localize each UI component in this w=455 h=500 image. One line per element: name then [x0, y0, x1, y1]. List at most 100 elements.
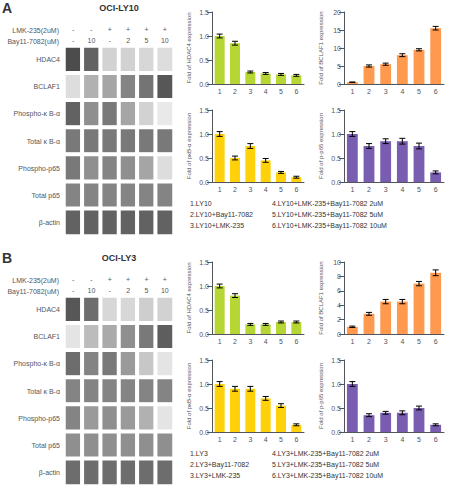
svg-text:1: 1 [218, 88, 222, 95]
svg-text:-: - [109, 37, 112, 44]
svg-text:2: 2 [367, 436, 371, 443]
svg-text:1.5: 1.5 [199, 107, 209, 114]
svg-text:10: 10 [88, 287, 96, 294]
svg-text:Fold of HDAC4 expression: Fold of HDAC4 expression [186, 12, 192, 83]
svg-text:+: + [108, 26, 112, 33]
svg-text:3: 3 [384, 88, 388, 95]
svg-text:+: + [144, 276, 148, 283]
svg-text:Fold of p-p65 expression: Fold of p-p65 expression [318, 113, 324, 179]
svg-text:4: 4 [400, 88, 404, 95]
svg-text:1.5: 1.5 [199, 9, 209, 16]
svg-text:4: 4 [400, 436, 404, 443]
svg-text:5: 5 [337, 63, 341, 70]
svg-text:Fold of BCLAF1 expression: Fold of BCLAF1 expression [318, 261, 324, 334]
svg-text:β-actin: β-actin [39, 469, 60, 477]
svg-text:10: 10 [161, 287, 169, 294]
svg-text:Bay11-7082(uM): Bay11-7082(uM) [7, 38, 59, 46]
svg-text:5: 5 [279, 88, 283, 95]
svg-text:Fold of p-p65 expression: Fold of p-p65 expression [318, 363, 324, 429]
svg-text:+: + [163, 26, 167, 33]
svg-text:3: 3 [248, 186, 252, 193]
svg-text:1.0: 1.0 [199, 131, 209, 138]
svg-text:OCI-LY3: OCI-LY3 [102, 253, 137, 263]
svg-text:+: + [126, 26, 130, 33]
svg-text:3: 3 [384, 338, 388, 345]
svg-text:2: 2 [233, 338, 237, 345]
svg-text:B: B [2, 250, 12, 266]
svg-text:3: 3 [384, 186, 388, 193]
svg-text:6: 6 [294, 436, 298, 443]
svg-text:0.5: 0.5 [199, 307, 209, 314]
svg-text:5: 5 [417, 436, 421, 443]
svg-text:4: 4 [264, 186, 268, 193]
svg-text:5: 5 [417, 186, 421, 193]
svg-text:2: 2 [233, 436, 237, 443]
svg-text:2: 2 [337, 316, 341, 323]
svg-text:1.0: 1.0 [331, 381, 341, 388]
svg-text:4: 4 [264, 338, 268, 345]
svg-text:-: - [72, 26, 75, 33]
svg-text:15: 15 [333, 27, 341, 34]
svg-text:2: 2 [367, 88, 371, 95]
svg-text:1.5: 1.5 [331, 357, 341, 364]
svg-text:6: 6 [294, 186, 298, 193]
svg-text:LMK-235(2uM): LMK-235(2uM) [12, 277, 59, 285]
svg-text:4: 4 [400, 186, 404, 193]
svg-text:0.5: 0.5 [199, 57, 209, 64]
svg-text:Phospho-p65: Phospho-p65 [18, 415, 60, 423]
svg-text:HDAC4: HDAC4 [36, 306, 60, 313]
svg-text:2: 2 [126, 37, 130, 44]
svg-text:4.LY10+LMK-235+Bay11-7082 2uM: 4.LY10+LMK-235+Bay11-7082 2uM [272, 200, 383, 208]
svg-text:1: 1 [218, 338, 222, 345]
svg-text:+: + [108, 276, 112, 283]
svg-text:3: 3 [384, 436, 388, 443]
svg-text:Bay11-7082(uM): Bay11-7082(uM) [7, 288, 59, 296]
svg-text:0.0: 0.0 [331, 179, 341, 186]
svg-text:-: - [109, 287, 112, 294]
svg-text:6: 6 [434, 436, 438, 443]
svg-text:0: 0 [337, 331, 341, 338]
svg-text:1: 1 [218, 186, 222, 193]
svg-text:3.LY10+LMK-235: 3.LY10+LMK-235 [190, 222, 244, 229]
svg-text:1.LY3: 1.LY3 [190, 450, 208, 457]
svg-text:-: - [72, 287, 75, 294]
svg-text:6: 6 [294, 338, 298, 345]
svg-text:0: 0 [337, 81, 341, 88]
svg-text:3.LY3+LMK-235: 3.LY3+LMK-235 [190, 472, 240, 479]
svg-text:0.5: 0.5 [331, 155, 341, 162]
svg-text:3: 3 [248, 88, 252, 95]
svg-text:2: 2 [367, 186, 371, 193]
svg-text:2.LY10+Bay11-7082: 2.LY10+Bay11-7082 [190, 211, 253, 219]
svg-text:1.LY10: 1.LY10 [190, 200, 212, 207]
svg-text:10: 10 [333, 259, 341, 266]
svg-text:+: + [163, 276, 167, 283]
svg-text:10: 10 [88, 37, 96, 44]
svg-text:+: + [126, 276, 130, 283]
svg-text:-: - [90, 276, 93, 283]
svg-text:Phospho-p65: Phospho-p65 [18, 165, 60, 173]
svg-text:10: 10 [333, 45, 341, 52]
svg-text:BCLAF1: BCLAF1 [34, 83, 61, 90]
svg-text:3: 3 [248, 338, 252, 345]
svg-text:5.LY10+LMK-235+Bay11-7082 5uM: 5.LY10+LMK-235+Bay11-7082 5uM [272, 211, 383, 219]
svg-text:-: - [72, 276, 75, 283]
svg-text:β-actin: β-actin [39, 219, 60, 227]
svg-text:Fold of HDAC4 expression: Fold of HDAC4 expression [186, 262, 192, 333]
svg-text:5: 5 [279, 186, 283, 193]
svg-text:5: 5 [279, 436, 283, 443]
svg-text:1.0: 1.0 [331, 131, 341, 138]
svg-text:Total p65: Total p65 [32, 442, 61, 450]
svg-text:5: 5 [417, 88, 421, 95]
svg-text:2.LY3+Bay11-7082: 2.LY3+Bay11-7082 [190, 461, 249, 469]
svg-text:4: 4 [264, 436, 268, 443]
svg-text:Fold of pκB-α expression: Fold of pκB-α expression [186, 113, 192, 180]
svg-text:0.0: 0.0 [199, 81, 209, 88]
svg-text:0.5: 0.5 [331, 405, 341, 412]
svg-text:6: 6 [294, 88, 298, 95]
svg-text:1.5: 1.5 [331, 107, 341, 114]
svg-text:Phospho-κ B-α: Phospho-κ B-α [14, 110, 60, 118]
svg-text:1: 1 [350, 88, 354, 95]
svg-text:5: 5 [279, 338, 283, 345]
svg-text:-: - [90, 26, 93, 33]
svg-text:5.LY3+LMK-235+Bay11-7082 5uM: 5.LY3+LMK-235+Bay11-7082 5uM [272, 461, 379, 469]
